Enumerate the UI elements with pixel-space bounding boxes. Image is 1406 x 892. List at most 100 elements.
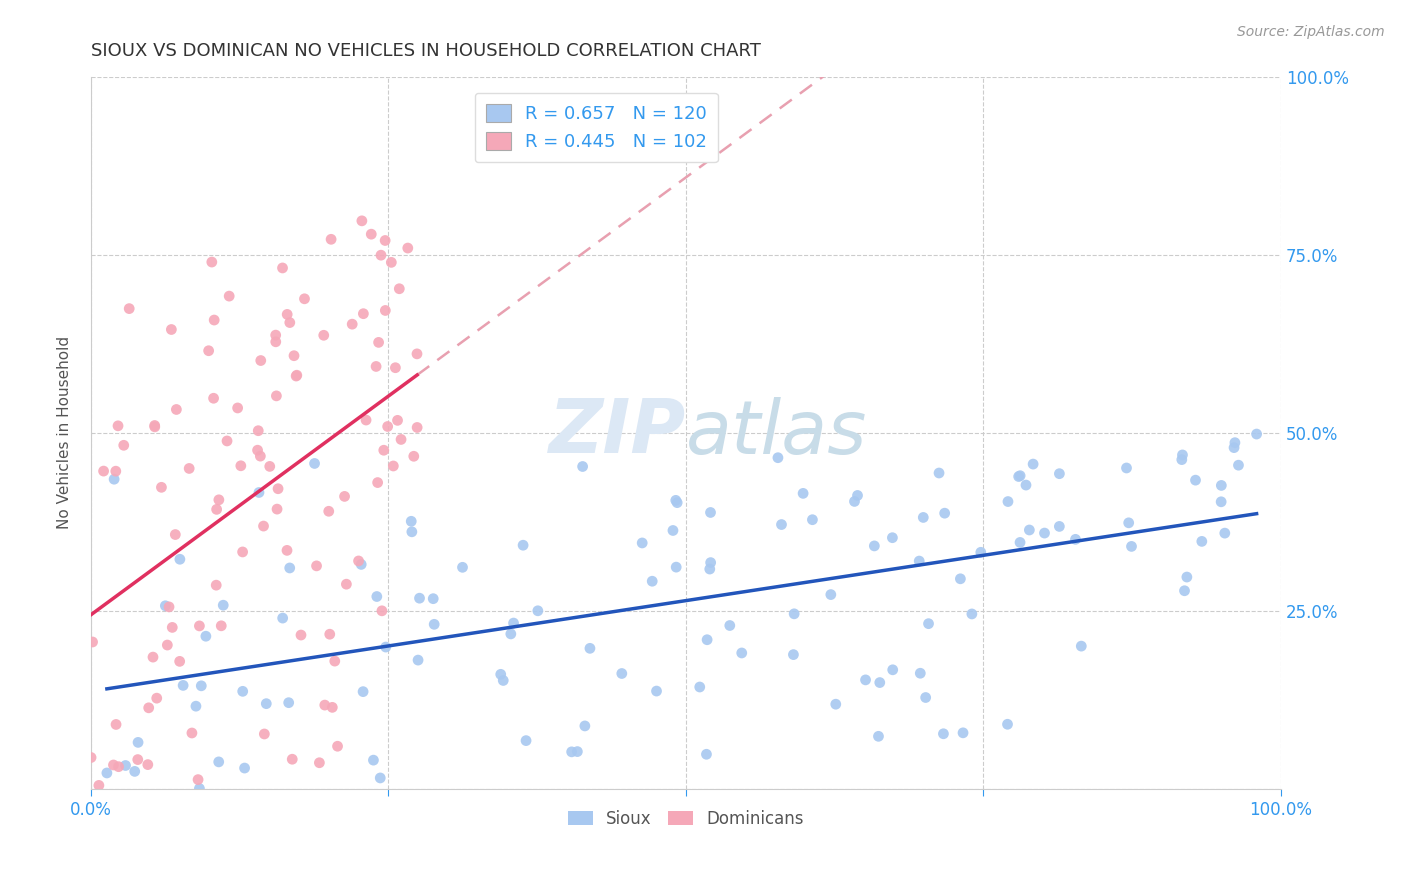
Point	[283, 349, 305, 363]
Point	[208, 755, 231, 769]
Point	[278, 316, 301, 330]
Point	[389, 433, 412, 447]
Point	[367, 475, 389, 490]
Point	[377, 419, 399, 434]
Point	[285, 368, 308, 383]
Point	[233, 761, 256, 775]
Point	[801, 513, 824, 527]
Point	[665, 560, 688, 574]
Point	[367, 335, 389, 350]
Point	[368, 771, 391, 785]
Point	[266, 502, 288, 516]
Point	[567, 745, 589, 759]
Point	[574, 719, 596, 733]
Point	[928, 466, 950, 480]
Point	[321, 700, 343, 714]
Point	[229, 458, 252, 473]
Point	[1022, 457, 1045, 471]
Point	[631, 536, 654, 550]
Point	[1171, 448, 1194, 462]
Point	[264, 334, 287, 349]
Point	[561, 745, 583, 759]
Point	[249, 449, 271, 463]
Point	[869, 675, 891, 690]
Point	[276, 543, 298, 558]
Point	[352, 684, 374, 698]
Point	[124, 764, 146, 779]
Point	[374, 303, 396, 318]
Point	[1015, 478, 1038, 492]
Point	[820, 588, 842, 602]
Point	[118, 301, 141, 316]
Point	[408, 591, 430, 606]
Point	[87, 778, 110, 792]
Point	[645, 684, 668, 698]
Point	[384, 360, 406, 375]
Point	[910, 666, 932, 681]
Point	[246, 443, 269, 458]
Point	[160, 322, 183, 336]
Point	[917, 616, 939, 631]
Point	[308, 756, 330, 770]
Point	[252, 519, 274, 533]
Point	[165, 402, 187, 417]
Point	[205, 502, 228, 516]
Point	[499, 627, 522, 641]
Point	[908, 554, 931, 568]
Point	[271, 260, 294, 275]
Point	[502, 616, 524, 631]
Point	[335, 577, 357, 591]
Point	[179, 461, 201, 475]
Point	[1223, 435, 1246, 450]
Point	[960, 607, 983, 621]
Point	[271, 611, 294, 625]
Point	[232, 684, 254, 698]
Point	[209, 619, 232, 633]
Point	[422, 591, 444, 606]
Point	[1018, 523, 1040, 537]
Point	[406, 653, 429, 667]
Point	[197, 343, 219, 358]
Point	[127, 753, 149, 767]
Point	[319, 232, 342, 246]
Point	[949, 572, 972, 586]
Point	[932, 727, 955, 741]
Point	[266, 389, 288, 403]
Point	[934, 506, 956, 520]
Point	[267, 482, 290, 496]
Point	[184, 699, 207, 714]
Point	[340, 317, 363, 331]
Point	[1171, 452, 1194, 467]
Point	[254, 697, 277, 711]
Point	[363, 753, 385, 767]
Point	[423, 617, 446, 632]
Point	[1211, 495, 1233, 509]
Point	[264, 328, 287, 343]
Point	[1246, 427, 1268, 442]
Point	[1211, 478, 1233, 492]
Point	[172, 678, 194, 692]
Point	[770, 517, 793, 532]
Point	[136, 757, 159, 772]
Point	[374, 234, 396, 248]
Point	[914, 690, 936, 705]
Point	[388, 282, 411, 296]
Legend: Sioux, Dominicans: Sioux, Dominicans	[561, 803, 811, 834]
Point	[187, 772, 209, 787]
Point	[1173, 583, 1195, 598]
Point	[1175, 570, 1198, 584]
Point	[766, 450, 789, 465]
Point	[103, 472, 125, 486]
Point	[114, 758, 136, 772]
Point	[103, 758, 125, 772]
Point	[1213, 526, 1236, 541]
Point	[366, 590, 388, 604]
Point	[281, 752, 304, 766]
Point	[1008, 535, 1031, 549]
Point	[350, 558, 373, 572]
Point	[208, 492, 231, 507]
Point	[232, 545, 254, 559]
Point	[512, 538, 534, 552]
Point	[402, 450, 425, 464]
Point	[387, 413, 409, 427]
